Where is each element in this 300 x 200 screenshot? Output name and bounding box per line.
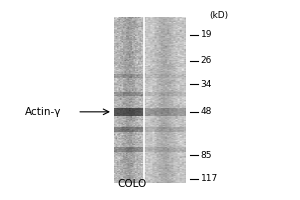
- Bar: [144, 108, 186, 116]
- Bar: [144, 127, 186, 132]
- Bar: [144, 147, 186, 152]
- Bar: [114, 127, 144, 132]
- Text: 34: 34: [200, 80, 212, 89]
- Bar: [144, 74, 186, 78]
- Text: COLO: COLO: [118, 179, 147, 189]
- Bar: [114, 108, 144, 116]
- Text: 48: 48: [200, 107, 212, 116]
- Text: Actin-γ: Actin-γ: [25, 107, 61, 117]
- Text: 19: 19: [200, 30, 212, 39]
- Bar: [144, 92, 186, 96]
- Bar: [114, 92, 144, 96]
- Text: 85: 85: [200, 151, 212, 160]
- Bar: [114, 74, 144, 78]
- Text: 117: 117: [200, 174, 218, 183]
- Bar: [114, 147, 144, 152]
- Text: (kD): (kD): [209, 11, 229, 20]
- Text: 26: 26: [200, 56, 212, 65]
